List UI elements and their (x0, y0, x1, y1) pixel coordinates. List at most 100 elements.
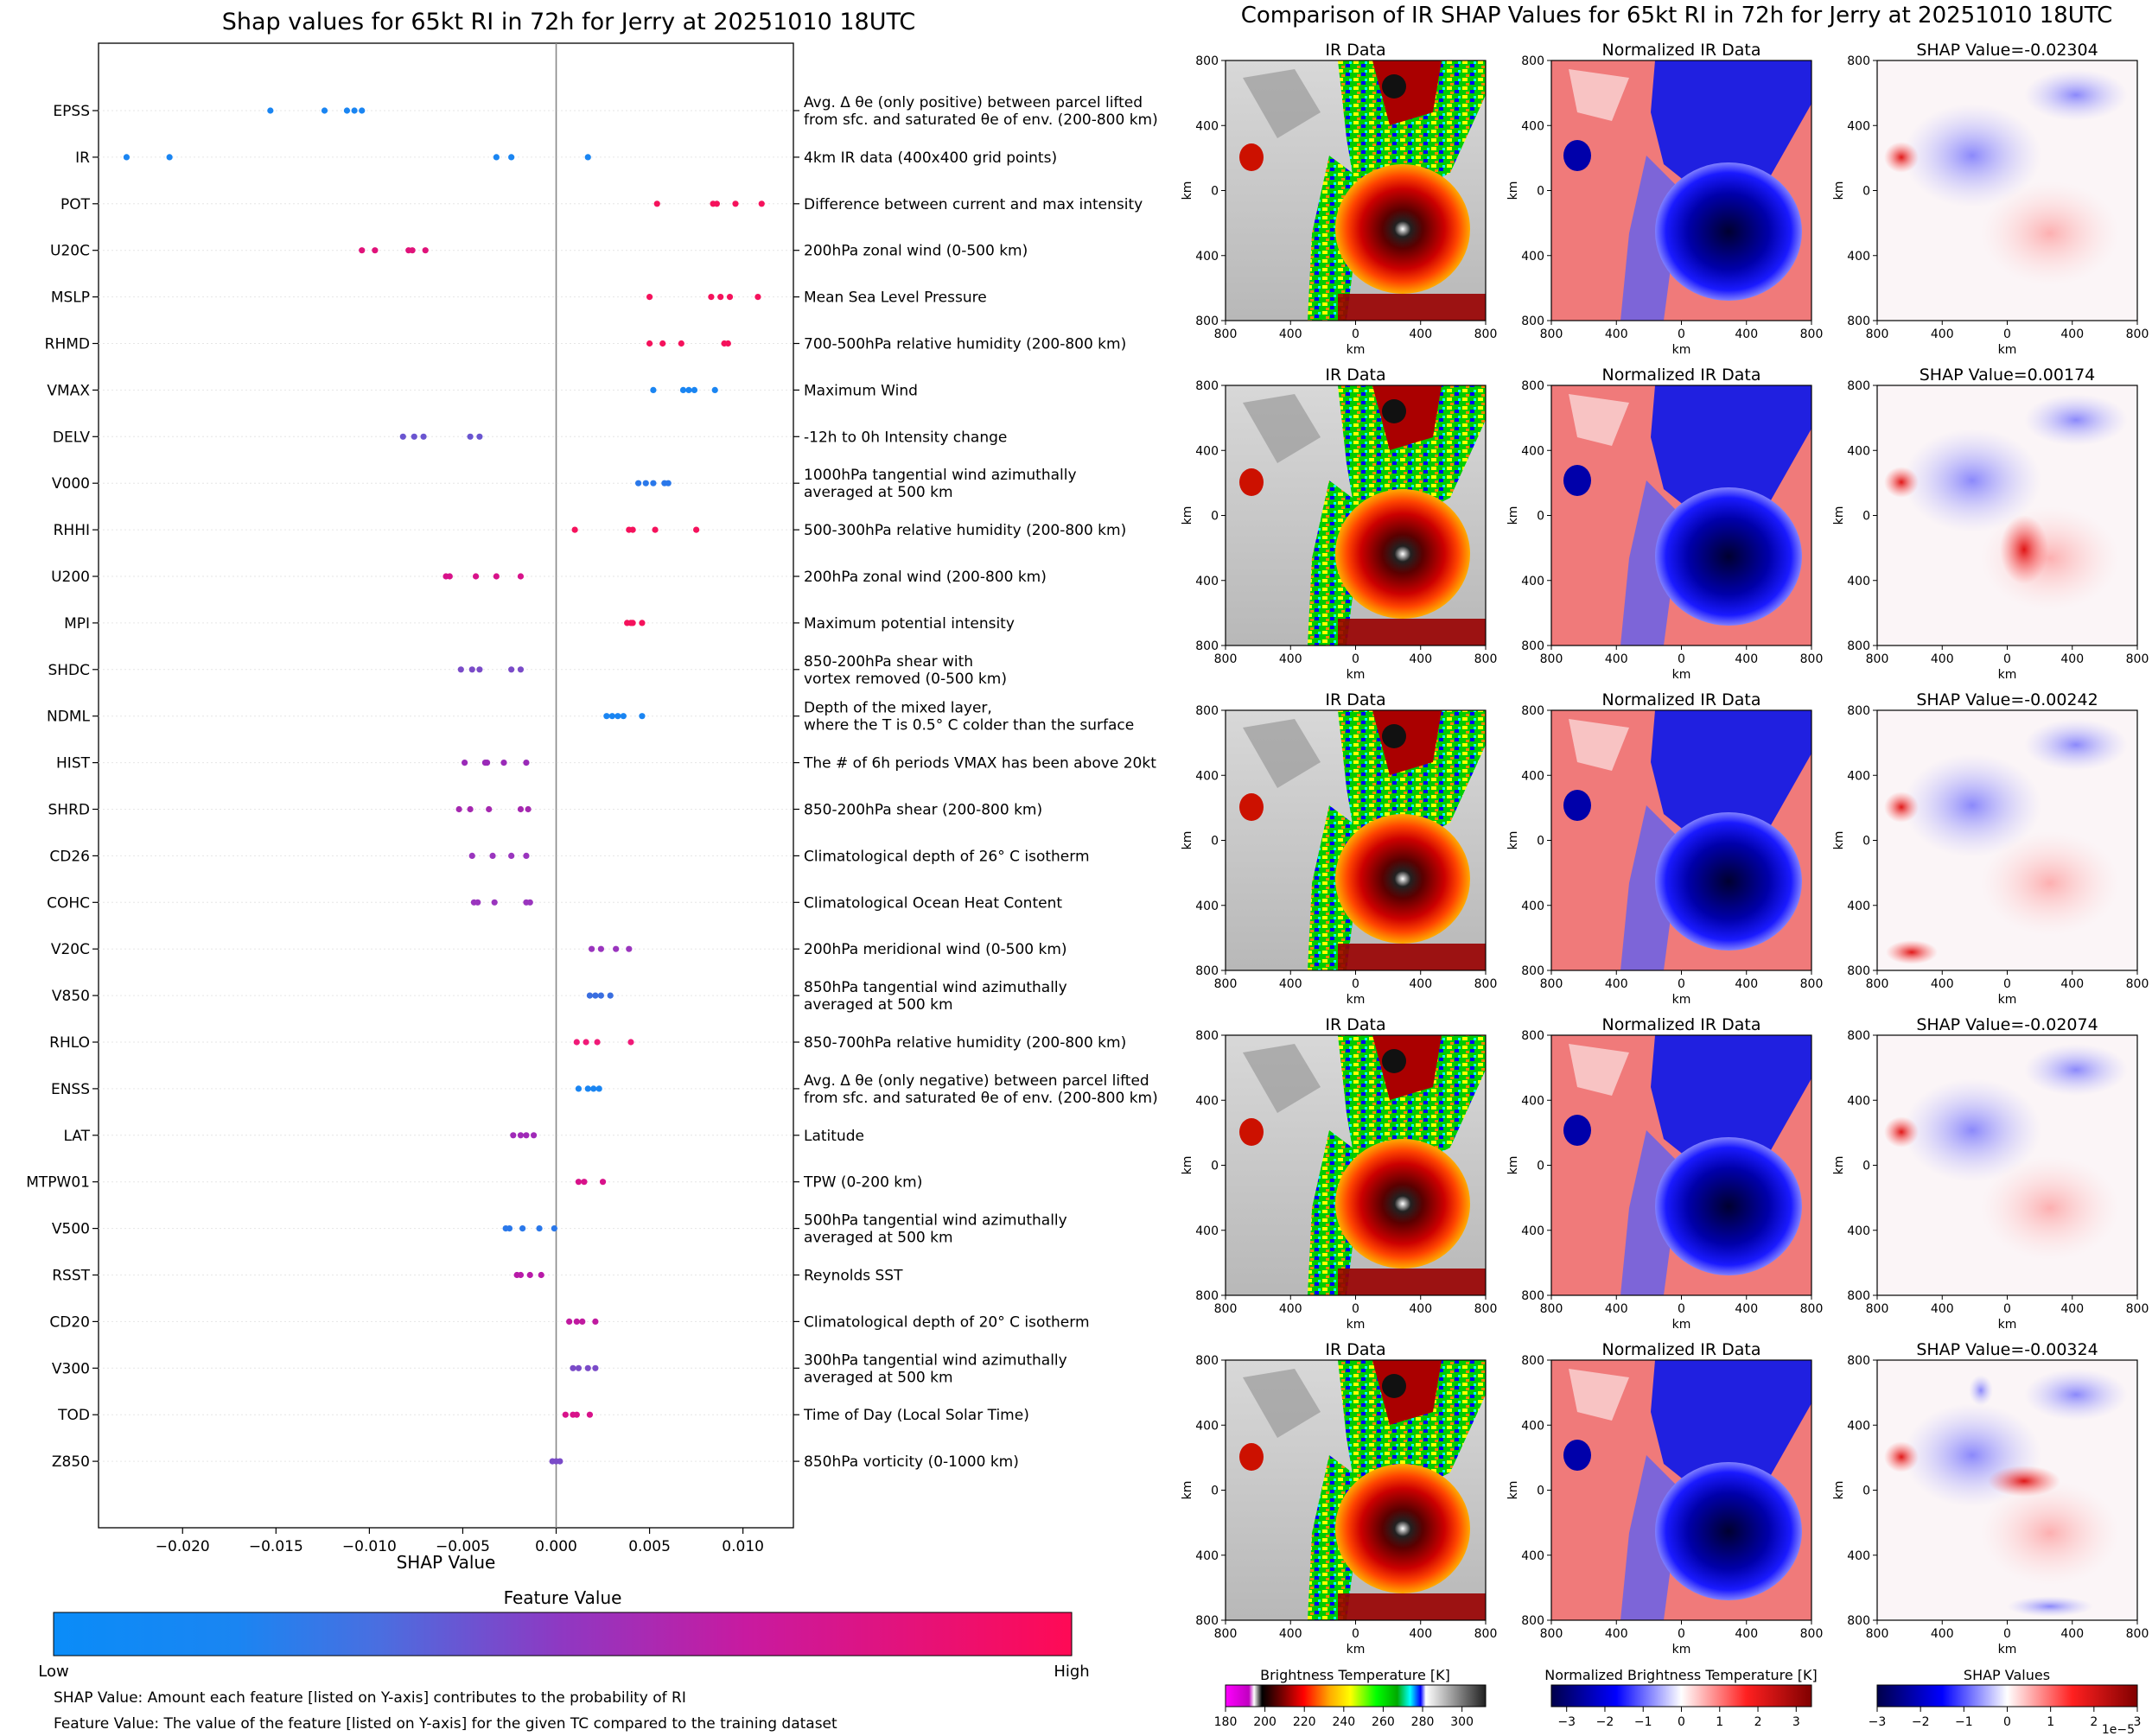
shap-point (575, 1179, 583, 1186)
shap-point (573, 1318, 580, 1325)
panel-x-tick-label: 800 (1800, 1302, 1824, 1316)
shap-value-panel: SHAP Value=-0.00324800800400400004004008… (1832, 1340, 2149, 1657)
norm-cloud-band (1651, 1360, 1811, 1498)
panel-xlabel: km (1998, 343, 2017, 357)
norm-small-cell (1563, 1440, 1591, 1471)
panel-y-tick-label: 800 (1847, 704, 1870, 718)
shap-negative-region (1903, 1078, 2041, 1182)
feature-label: U200 (51, 569, 90, 586)
panel-y-tick-label: 0 (1211, 510, 1219, 524)
panel-x-tick-label: 400 (1931, 1302, 1954, 1316)
panel-y-tick-label: 0 (1211, 835, 1219, 849)
shap-point (614, 713, 621, 720)
shap-point (724, 340, 731, 347)
ir-comparison-grid: Comparison of IR SHAP Values for 65kt RI… (1181, 3, 2149, 1736)
shap-strong-positive (1988, 1466, 2060, 1497)
shap-positive-cell (1884, 142, 1919, 173)
feature-description: averaged at 500 km (804, 1369, 953, 1386)
panel-x-tick-label: 0 (1678, 1302, 1685, 1316)
normalized-ir-panel: Normalized IR Data8008004004000040040080… (1506, 41, 1823, 357)
shap-point (500, 760, 507, 766)
shap-point (584, 1364, 591, 1371)
panel-y-tick-label: 400 (1847, 444, 1870, 458)
ir-storm-core (1335, 1464, 1470, 1593)
shap-point (588, 945, 595, 952)
feature-description: Climatological depth of 20° C isotherm (804, 1313, 1090, 1331)
shap-point (343, 107, 351, 114)
feature-row-rhhi: RHHI 500-300hPa relative humidity (200-80… (54, 522, 1127, 539)
feature-description: 850hPa vorticity (0-1000 km) (804, 1453, 1019, 1471)
panel-row-4: IR Data80080040040000400400800800kmkmNor… (1181, 1015, 2149, 1332)
colorbar-low-label: Low (38, 1663, 68, 1681)
shap-point (758, 200, 765, 207)
panel-x-tick-label: 400 (2060, 1302, 2084, 1316)
panel-x-tick-label: 800 (1474, 1302, 1498, 1316)
shap-point (693, 526, 700, 533)
colorbar-tick-label: −3 (1557, 1715, 1576, 1729)
colorbar-shap-offset: 1e−5 (2102, 1723, 2135, 1736)
feature-label: VMAX (47, 382, 90, 399)
panel-x-tick-label: 800 (1214, 327, 1238, 341)
shap-point (455, 805, 462, 813)
shap-point (592, 992, 599, 999)
norm-cloud-light (1569, 1369, 1629, 1421)
normalized-ir-panel: Normalized IR Data8008004004000040040080… (1506, 1015, 1823, 1332)
feature-row-v20c: V20C 200hPa meridional wind (0-500 km) (51, 941, 1067, 958)
ir-cold-top-south (1338, 294, 1486, 321)
panel-title: Normalized IR Data (1602, 41, 1761, 60)
feature-row-enss: ENSS Avg. Δ θe (only negative) between pa… (51, 1072, 1158, 1107)
panel-ylabel: km (1832, 181, 1846, 200)
feature-description: 850-200hPa shear (200-800 km) (804, 802, 1042, 819)
shap-point (493, 573, 500, 580)
shap-point (590, 1085, 597, 1092)
shap-point (489, 852, 496, 860)
shap-point (597, 992, 604, 999)
norm-storm-core (1655, 1462, 1802, 1600)
shap-point (123, 154, 131, 161)
panel-xlabel: km (1998, 668, 2017, 682)
panel-x-tick-label: 800 (1474, 327, 1498, 341)
shap-point (474, 899, 481, 906)
panel-xlabel: km (1998, 993, 2017, 1007)
norm-cloud-light (1569, 719, 1629, 771)
feature-label: V850 (52, 988, 90, 1005)
colorbar-tick-label: 2 (1754, 1715, 1762, 1729)
shap-point (635, 480, 642, 486)
panel-y-tick-label: 0 (1862, 1160, 1870, 1173)
shap-point (411, 433, 417, 440)
panel-x-tick-label: 0 (2003, 327, 2011, 341)
colorbar-tick-label: −1 (1634, 1715, 1652, 1729)
panel-title: Normalized IR Data (1602, 366, 1761, 385)
panel-x-tick-label: 400 (1279, 652, 1302, 666)
panel-y-tick-label: 0 (1862, 510, 1870, 524)
shap-point (468, 852, 475, 860)
shap-point (586, 1411, 594, 1418)
panel-title: SHAP Value=-0.02304 (1916, 41, 2098, 60)
colorbar-brightness: Brightness Temperature [K] 180 200 220 240 2… (1214, 1667, 1487, 1729)
panel-x-tick-label: 800 (1540, 977, 1563, 991)
colorbar-normalized-ticks: −3 −2 −1 0 1 2 3 (1557, 1707, 1800, 1729)
panel-y-tick-label: 800 (1847, 379, 1870, 393)
panel-x-tick-label: 400 (2060, 1627, 2084, 1641)
panel-x-tick-label: 800 (1800, 977, 1824, 991)
shap-point (468, 666, 475, 673)
feature-label: MTPW01 (26, 1174, 90, 1192)
shap-point (486, 805, 493, 813)
shap-point (526, 1271, 533, 1279)
feature-row-u200: U200 200hPa zonal wind (200-800 km) (51, 569, 1047, 586)
panel-xlabel: km (1672, 343, 1691, 357)
panel-xlabel: km (1672, 993, 1691, 1007)
feature-label: RHLO (49, 1034, 90, 1052)
feature-label: HIST (56, 755, 91, 773)
panel-x-tick-label: 400 (1931, 1627, 1954, 1641)
shap-positive-region (1981, 831, 2119, 935)
panel-x-tick-label: 0 (1352, 652, 1359, 666)
norm-small-cell (1563, 1115, 1591, 1146)
panel-x-tick-label: 0 (1678, 1627, 1685, 1641)
feature-description: vortex removed (0-500 km) (804, 671, 1007, 688)
panel-ylabel: km (1506, 506, 1520, 525)
shap-value-panel: SHAP Value=-0.02304800800400400004004008… (1832, 41, 2149, 357)
panel-x-tick-label: 800 (1540, 1302, 1563, 1316)
